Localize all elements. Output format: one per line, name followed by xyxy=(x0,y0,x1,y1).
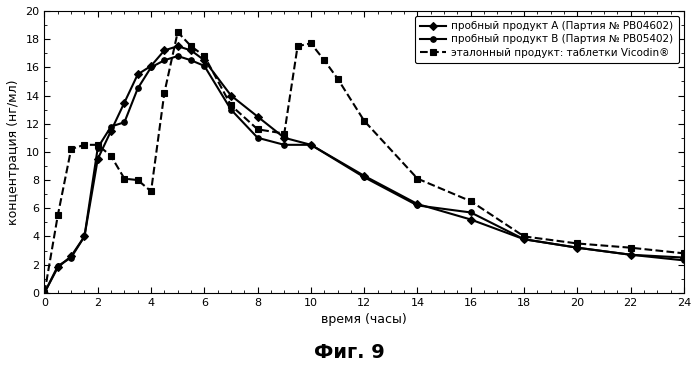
пробный продукт В (Партия № РВ05402) xyxy=(627,253,635,257)
пробный продукт А (Партия № РВ04602) xyxy=(200,58,209,63)
пробный продукт В (Партия № РВ05402) xyxy=(80,234,89,239)
пробный продукт А (Партия № РВ04602) xyxy=(133,72,142,76)
пробный продукт В (Партия № РВ05402) xyxy=(280,143,288,147)
пробный продукт В (Партия № РВ05402) xyxy=(54,264,62,268)
эталонный продукт: таблетки Vicodin®: (3.5, 8): таблетки Vicodin®: (3.5, 8) xyxy=(133,178,142,182)
пробный продукт В (Партия № РВ05402) xyxy=(147,65,155,70)
пробный продукт А (Партия № РВ04602) xyxy=(54,265,62,270)
эталонный продукт: таблетки Vicodin®: (4, 7.2): таблетки Vicodin®: (4, 7.2) xyxy=(147,189,155,194)
эталонный продукт: таблетки Vicodin®: (10, 17.7): таблетки Vicodin®: (10, 17.7) xyxy=(306,41,315,45)
пробный продукт А (Партия № РВ04602) xyxy=(67,254,75,258)
эталонный продукт: таблетки Vicodin®: (4.5, 14.2): таблетки Vicodin®: (4.5, 14.2) xyxy=(161,90,169,95)
эталонный продукт: таблетки Vicodin®: (22, 3.2): таблетки Vicodin®: (22, 3.2) xyxy=(627,246,635,250)
пробный продукт В (Партия № РВ05402) xyxy=(680,258,688,262)
эталонный продукт: таблетки Vicodin®: (5, 18.5): таблетки Vicodin®: (5, 18.5) xyxy=(174,30,182,34)
пробный продукт В (Партия № РВ05402) xyxy=(94,145,102,150)
пробный продукт А (Партия № РВ04602) xyxy=(147,64,155,68)
эталонный продукт: таблетки Vicodin®: (12, 12.2): таблетки Vicodin®: (12, 12.2) xyxy=(360,119,369,123)
эталонный продукт: таблетки Vicodin®: (20, 3.5): таблетки Vicodin®: (20, 3.5) xyxy=(573,241,581,246)
пробный продукт В (Партия № РВ05402) xyxy=(413,203,422,208)
эталонный продукт: таблетки Vicodin®: (3, 8.1): таблетки Vicodin®: (3, 8.1) xyxy=(120,176,128,181)
пробный продукт А (Партия № РВ04602) xyxy=(174,44,182,48)
пробный продукт А (Партия № РВ04602) xyxy=(520,237,528,242)
эталонный продукт: таблетки Vicodin®: (8, 11.6): таблетки Vicodin®: (8, 11.6) xyxy=(253,127,262,131)
пробный продукт В (Партия № РВ05402) xyxy=(253,135,262,140)
пробный продукт А (Партия № РВ04602) xyxy=(227,93,235,98)
пробный продукт А (Партия № РВ04602) xyxy=(107,128,115,133)
эталонный продукт: таблетки Vicodin®: (2, 10.5): таблетки Vicodin®: (2, 10.5) xyxy=(94,143,102,147)
пробный продукт В (Партия № РВ05402) xyxy=(227,107,235,112)
Text: Фиг. 9: Фиг. 9 xyxy=(313,343,385,362)
эталонный продукт: таблетки Vicodin®: (6, 16.8): таблетки Vicodin®: (6, 16.8) xyxy=(200,54,209,58)
эталонный продукт: таблетки Vicodin®: (0, 0): таблетки Vicodin®: (0, 0) xyxy=(40,291,49,295)
пробный продукт А (Партия № РВ04602) xyxy=(253,115,262,119)
пробный продукт А (Партия № РВ04602) xyxy=(80,234,89,239)
пробный продукт В (Партия № РВ05402) xyxy=(520,237,528,242)
пробный продукт А (Партия № РВ04602) xyxy=(413,202,422,206)
пробный продукт В (Партия № РВ05402) xyxy=(466,210,475,215)
пробный продукт А (Партия № РВ04602) xyxy=(187,48,195,53)
пробный продукт А (Партия № РВ04602) xyxy=(40,291,49,295)
X-axis label: время (часы): время (часы) xyxy=(321,313,407,326)
пробный продукт В (Партия № РВ05402) xyxy=(187,58,195,63)
пробный продукт А (Партия № РВ04602) xyxy=(120,100,128,105)
эталонный продукт: таблетки Vicodin®: (9, 11.3): таблетки Vicodin®: (9, 11.3) xyxy=(280,131,288,136)
пробный продукт В (Партия № РВ05402) xyxy=(200,64,209,68)
Y-axis label: концентрация (нг/мл): концентрация (нг/мл) xyxy=(7,79,20,225)
пробный продукт А (Партия № РВ04602) xyxy=(627,253,635,257)
пробный продукт В (Партия № РВ05402) xyxy=(107,124,115,129)
пробный продукт В (Партия № РВ05402) xyxy=(360,175,369,179)
эталонный продукт: таблетки Vicodin®: (18, 4): таблетки Vicodin®: (18, 4) xyxy=(520,234,528,239)
пробный продукт А (Партия № РВ04602) xyxy=(306,143,315,147)
пробный продукт В (Партия № РВ05402) xyxy=(40,291,49,295)
пробный продукт А (Партия № РВ04602) xyxy=(94,157,102,161)
Line: эталонный продукт: таблетки Vicodin®: эталонный продукт: таблетки Vicodin® xyxy=(42,29,687,296)
пробный продукт В (Партия № РВ05402) xyxy=(161,58,169,63)
Line: пробный продукт А (Партия № РВ04602): пробный продукт А (Партия № РВ04602) xyxy=(42,44,687,296)
эталонный продукт: таблетки Vicodin®: (24, 2.8): таблетки Vicodin®: (24, 2.8) xyxy=(680,251,688,255)
пробный продукт А (Партия № РВ04602) xyxy=(360,173,369,178)
пробный продукт В (Партия № РВ05402) xyxy=(120,120,128,124)
эталонный продукт: таблетки Vicodin®: (11, 15.2): таблетки Vicodin®: (11, 15.2) xyxy=(334,76,342,81)
эталонный продукт: таблетки Vicodin®: (7, 13.3): таблетки Vicodin®: (7, 13.3) xyxy=(227,103,235,108)
эталонный продукт: таблетки Vicodin®: (10.5, 16.5): таблетки Vicodin®: (10.5, 16.5) xyxy=(320,58,329,63)
эталонный продукт: таблетки Vicodin®: (0.5, 5.5): таблетки Vicodin®: (0.5, 5.5) xyxy=(54,213,62,217)
пробный продукт А (Партия № РВ04602) xyxy=(466,217,475,222)
пробный продукт В (Партия № РВ05402) xyxy=(67,255,75,260)
эталонный продукт: таблетки Vicodin®: (9.5, 17.5): таблетки Vicodin®: (9.5, 17.5) xyxy=(293,44,302,48)
эталонный продукт: таблетки Vicodin®: (14, 8.1): таблетки Vicodin®: (14, 8.1) xyxy=(413,176,422,181)
пробный продукт В (Партия № РВ05402) xyxy=(573,246,581,250)
пробный продукт А (Партия № РВ04602) xyxy=(280,135,288,140)
эталонный продукт: таблетки Vicodin®: (5.5, 17.5): таблетки Vicodin®: (5.5, 17.5) xyxy=(187,44,195,48)
пробный продукт А (Партия № РВ04602) xyxy=(161,48,169,53)
пробный продукт В (Партия № РВ05402) xyxy=(306,143,315,147)
пробный продукт В (Партия № РВ05402) xyxy=(174,54,182,58)
пробный продукт А (Партия № РВ04602) xyxy=(680,255,688,260)
эталонный продукт: таблетки Vicodin®: (2.5, 9.7): таблетки Vicodin®: (2.5, 9.7) xyxy=(107,154,115,158)
пробный продукт А (Партия № РВ04602) xyxy=(573,246,581,250)
эталонный продукт: таблетки Vicodin®: (1, 10.2): таблетки Vicodin®: (1, 10.2) xyxy=(67,147,75,151)
Legend: пробный продукт А (Партия № РВ04602), пробный продукт В (Партия № РВ05402), этал: пробный продукт А (Партия № РВ04602), пр… xyxy=(415,16,678,63)
эталонный продукт: таблетки Vicodin®: (1.5, 10.5): таблетки Vicodin®: (1.5, 10.5) xyxy=(80,143,89,147)
Line: пробный продукт В (Партия № РВ05402): пробный продукт В (Партия № РВ05402) xyxy=(42,53,687,296)
эталонный продукт: таблетки Vicodin®: (16, 6.5): таблетки Vicodin®: (16, 6.5) xyxy=(466,199,475,203)
пробный продукт В (Партия № РВ05402) xyxy=(133,86,142,91)
